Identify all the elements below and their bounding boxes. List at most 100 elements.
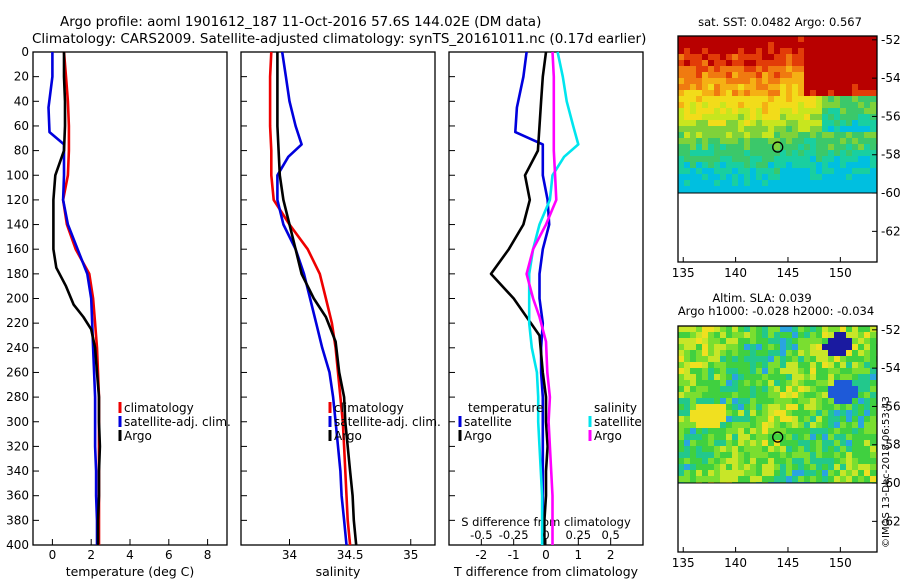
sst_map-cell xyxy=(762,168,768,174)
sla_map-cell xyxy=(708,410,714,416)
sst_map-cell xyxy=(798,54,804,60)
sst_map-cell xyxy=(774,54,780,60)
sla_map-cell xyxy=(858,392,864,398)
sst_map-cell xyxy=(828,60,834,66)
sst_map-cell xyxy=(750,90,756,96)
sla_map-cell xyxy=(858,470,864,476)
sst_map-cell xyxy=(858,78,864,84)
sst_map-cell xyxy=(798,180,804,186)
sla_map-cell xyxy=(696,356,702,362)
sst_map-cell xyxy=(714,90,720,96)
sst_map-cell xyxy=(684,96,690,102)
sla_map-cell xyxy=(858,362,864,368)
sst_map-cell xyxy=(690,138,696,144)
sla_map-cell xyxy=(864,398,870,404)
sst_map-cell xyxy=(738,168,744,174)
sla_map-cell xyxy=(780,344,786,350)
sla_map-cell xyxy=(756,362,762,368)
sla_map-cell xyxy=(834,332,840,338)
temperature-xtick-label: 2 xyxy=(87,548,95,562)
sst_map-cell xyxy=(780,78,786,84)
s-difference-tick-label: 0 xyxy=(542,528,549,542)
sla_map-xtick-label: 135 xyxy=(672,556,695,570)
sla_map-cell xyxy=(810,356,816,362)
sst_map-cell xyxy=(774,36,780,42)
sla_map-cell xyxy=(828,398,834,404)
sst_map-cell xyxy=(822,90,828,96)
sst_map-cell xyxy=(846,186,852,192)
sst_map-cell xyxy=(690,168,696,174)
sla_map-cell xyxy=(732,362,738,368)
sst_map-cell xyxy=(768,96,774,102)
sst_map-cell xyxy=(702,48,708,54)
sla_map-cell xyxy=(798,338,804,344)
sst_map-cell xyxy=(840,138,846,144)
sst_map-cell xyxy=(846,114,852,120)
sla_map-cell xyxy=(720,386,726,392)
sla_map-cell xyxy=(714,434,720,440)
sst_map-cell xyxy=(804,174,810,180)
sst_map-cell xyxy=(864,144,870,150)
sst_map-cell xyxy=(858,138,864,144)
sst_map-cell xyxy=(702,60,708,66)
sla_map-cell xyxy=(702,482,708,484)
sst_map-cell xyxy=(750,150,756,156)
sst_map-cell xyxy=(840,192,846,194)
sst_map-cell xyxy=(852,60,858,66)
sla_map-cell xyxy=(696,392,702,398)
sst_map-cell xyxy=(786,168,792,174)
sst_map-cell xyxy=(804,156,810,162)
sla_map-cell xyxy=(810,452,816,458)
sla_map-cell xyxy=(762,482,768,484)
sst_map-cell xyxy=(864,90,870,96)
sst_map-cell xyxy=(810,114,816,120)
sst_map-cell xyxy=(846,96,852,102)
sst_map-cell xyxy=(768,36,774,42)
sst_map-cell xyxy=(684,42,690,48)
sla_map-cell xyxy=(780,338,786,344)
sla_map-cell xyxy=(744,350,750,356)
sla_map-cell xyxy=(726,410,732,416)
sst_map-cell xyxy=(768,120,774,126)
sst_map-cell xyxy=(798,36,804,42)
sst_map-cell xyxy=(732,174,738,180)
sst_map-cell xyxy=(720,42,726,48)
difference-xtick-label: -2 xyxy=(475,548,487,562)
sst_map-cell xyxy=(774,114,780,120)
sst_map-cell xyxy=(774,72,780,78)
sst_map-cell xyxy=(756,180,762,186)
sla_map-cell xyxy=(744,428,750,434)
sla_map-cell xyxy=(732,410,738,416)
sla_map-cell xyxy=(846,464,852,470)
sst_map-cell xyxy=(714,180,720,186)
sst_map-cell xyxy=(708,78,714,84)
sst_map-cell xyxy=(744,186,750,192)
sla_map-cell xyxy=(858,386,864,392)
sst_map-cell xyxy=(756,114,762,120)
sla_map-cell xyxy=(726,470,732,476)
sst_map-cell xyxy=(840,78,846,84)
sst_map-cell xyxy=(744,48,750,54)
sst_map-cell xyxy=(684,84,690,90)
sst_map-cell xyxy=(750,102,756,108)
sla_map-cell xyxy=(702,368,708,374)
sla_map-cell xyxy=(690,392,696,398)
sla_map-cell xyxy=(726,446,732,452)
sst_map-cell xyxy=(804,48,810,54)
sla_map-cell xyxy=(720,458,726,464)
sst_map-cell xyxy=(858,66,864,72)
sst_map-cell xyxy=(822,54,828,60)
sla_map-cell xyxy=(822,338,828,344)
sst_map-cell xyxy=(804,108,810,114)
sla_map-cell xyxy=(684,464,690,470)
sst_map-cell xyxy=(864,132,870,138)
sla_map-cell xyxy=(744,416,750,422)
sla_map-cell xyxy=(804,332,810,338)
sla_map-cell xyxy=(834,476,840,482)
sst_map-cell xyxy=(696,108,702,114)
sla_map-cell xyxy=(834,434,840,440)
sla_map-cell xyxy=(720,428,726,434)
sst_map-cell xyxy=(678,72,684,78)
sla_map-cell xyxy=(816,326,822,332)
sla_map-cell xyxy=(804,422,810,428)
